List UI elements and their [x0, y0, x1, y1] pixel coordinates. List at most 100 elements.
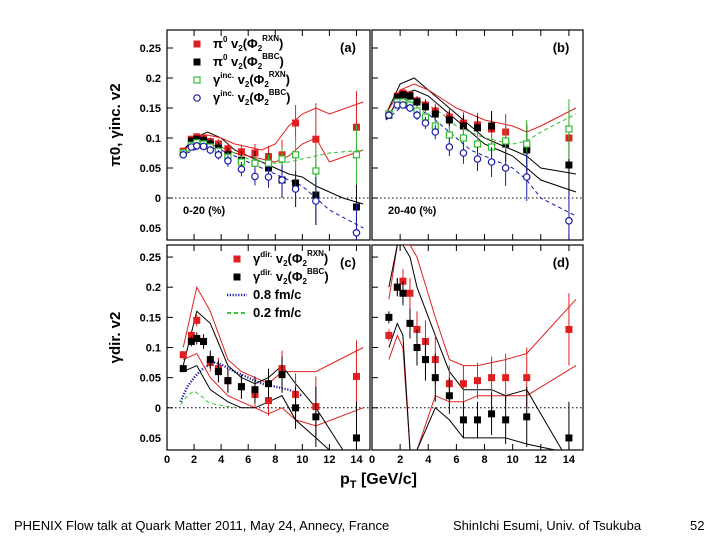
y-tick-label: 0.05	[140, 163, 161, 175]
y-tick-label: 0.15	[140, 312, 161, 324]
curve-black-solid	[388, 322, 556, 450]
data-point	[473, 140, 482, 148]
legend-entry: π0 v2(Φ2BBC)	[213, 52, 284, 71]
data-point	[523, 374, 531, 382]
y-axis-label: π0, γinc. v2	[107, 83, 124, 166]
data-point	[278, 371, 286, 379]
data-point	[399, 289, 407, 297]
data-point	[385, 331, 393, 339]
data-point	[278, 176, 286, 184]
data-point	[522, 173, 531, 181]
curve-green-dashed	[385, 98, 577, 145]
y-tick-label: 0.1	[146, 343, 161, 355]
data-point	[459, 416, 467, 424]
x-tick-label: 12	[535, 454, 547, 466]
data-point	[251, 386, 259, 394]
x-tick-label: 10	[507, 454, 519, 466]
legend-marker	[193, 40, 201, 48]
curve-dot_green-dashed	[180, 390, 235, 408]
data-point	[199, 142, 208, 151]
data-point	[312, 413, 320, 421]
data-point	[459, 134, 468, 142]
data-point	[352, 229, 361, 237]
data-point	[206, 356, 214, 364]
data-point	[473, 155, 482, 163]
y-axis-label: γdir. v2	[107, 312, 124, 364]
data-point	[312, 167, 320, 175]
data-point	[385, 111, 393, 120]
data-point	[179, 365, 187, 373]
panel-label: (c)	[340, 255, 356, 270]
legend-marker	[233, 255, 241, 263]
x-axis-label: pT [GeV/c]	[340, 471, 417, 491]
data-point	[487, 158, 496, 166]
centrality-label: 0-20 (%)	[183, 205, 226, 217]
data-point	[352, 151, 361, 159]
panel-frame	[371, 29, 584, 241]
data-point	[206, 146, 215, 154]
panel-label: (d)	[553, 255, 570, 270]
panel-frame	[166, 29, 371, 241]
data-point	[431, 128, 440, 136]
data-point	[251, 172, 259, 181]
data-point	[399, 91, 407, 99]
y-tick-label: 0	[155, 193, 161, 205]
legend-marker	[193, 94, 201, 102]
data-point	[265, 380, 272, 388]
data-point	[214, 151, 223, 159]
footer-page-number: 52	[690, 518, 705, 533]
data-point	[352, 372, 360, 380]
y-tick-label: 0.05	[140, 223, 161, 235]
legend-marker	[193, 76, 201, 84]
x-tick-label: 4	[425, 454, 432, 466]
data-point	[393, 283, 401, 291]
legend-entry: π0 v2(Φ2RXN)	[213, 34, 283, 53]
plot-area	[385, 245, 577, 450]
data-point	[224, 377, 232, 385]
panel-label: (a)	[340, 40, 356, 55]
plot-area	[385, 77, 577, 240]
legend-entry: 0.8 fm/c	[253, 287, 301, 302]
x-tick-label: 6	[245, 454, 251, 466]
panel-d: 0 2 4 6 8 10 12 14 (d)	[369, 244, 584, 466]
data-point	[421, 103, 429, 111]
x-tick-label: 14	[563, 454, 576, 466]
data-point	[193, 316, 201, 324]
data-point	[502, 137, 510, 145]
data-point	[474, 377, 481, 385]
data-point	[406, 319, 414, 327]
data-point	[251, 159, 259, 167]
data-point	[292, 404, 300, 412]
data-point	[385, 313, 393, 321]
x-tick-label: 0	[369, 454, 375, 466]
data-point	[565, 217, 573, 225]
legend-entry: γinc. v2(Φ2BBC)	[213, 88, 290, 107]
panel-label: (b)	[553, 40, 570, 55]
legend-entry: γinc. v2(Φ2RXN)	[213, 70, 290, 89]
data-point	[565, 125, 573, 133]
data-point	[399, 101, 407, 109]
x-tick-label: 4	[218, 454, 225, 466]
panel-c: 00.050.10.150.20.250.050 2 4 6 8 10 12 14γdir. …	[107, 244, 371, 466]
curve-black-solid	[182, 364, 330, 450]
x-tick-label: 2	[191, 454, 197, 466]
data-point	[445, 116, 453, 124]
curve-black-solid	[182, 310, 344, 450]
legend-entry: γdir. v2(Φ2BBC)	[253, 267, 329, 286]
curve-blue-dashed	[385, 107, 577, 217]
data-point	[413, 344, 421, 351]
data-point	[193, 334, 201, 342]
data-point	[312, 197, 320, 205]
data-point	[192, 142, 201, 150]
data-point	[502, 374, 510, 382]
y-tick-label: 0	[155, 403, 161, 415]
data-point	[445, 392, 453, 400]
data-point	[406, 289, 414, 297]
y-tick-label: 0.05	[140, 433, 161, 445]
data-point	[237, 383, 245, 391]
data-point	[474, 124, 481, 132]
data-point	[445, 143, 454, 151]
data-point	[291, 151, 300, 159]
data-point	[502, 416, 510, 424]
